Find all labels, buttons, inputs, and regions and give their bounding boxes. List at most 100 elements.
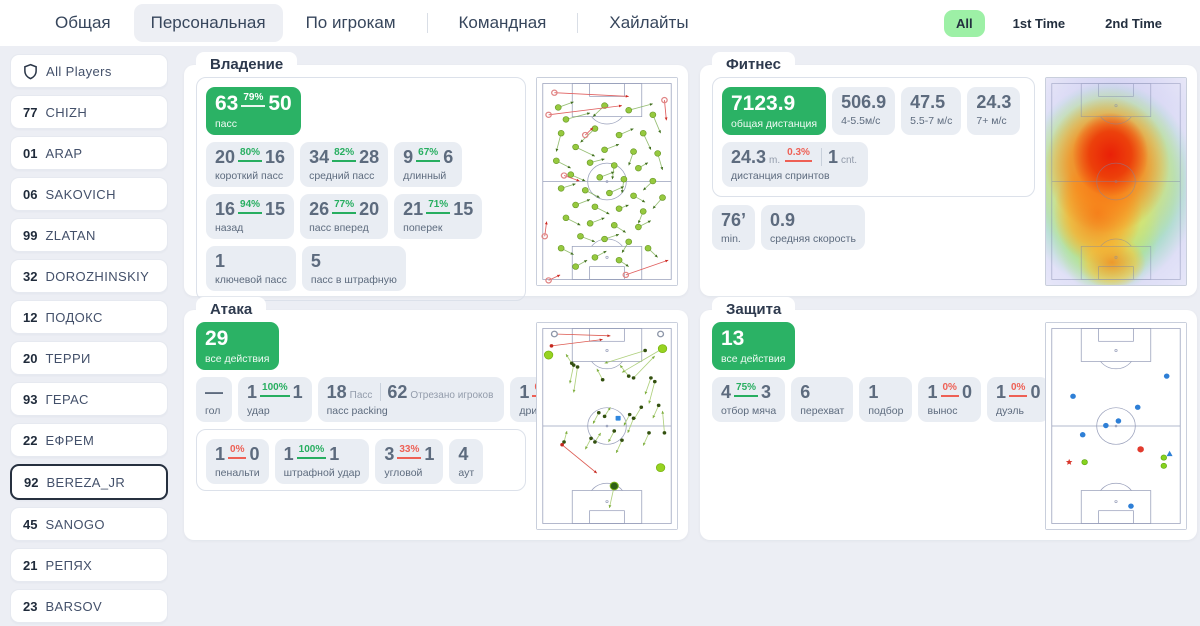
possession-pass-map xyxy=(536,77,678,286)
player-name: ТЕРРИ xyxy=(45,350,91,366)
sidebar-item-barsov[interactable]: 23 BARSOV xyxy=(10,589,168,623)
sidebar-item-all players[interactable]: All Players xyxy=(10,54,168,88)
defense-panel-title: Защита xyxy=(712,297,796,320)
sidebar-item-zlatan[interactable]: 99 ZLATAN xyxy=(10,218,168,252)
stat-card-primary: 13 все действия xyxy=(712,322,795,371)
time-filter-2nd-time[interactable]: 2nd Time xyxy=(1105,15,1162,31)
stat-chip: 6 перехват xyxy=(791,377,854,422)
defense-actions-map xyxy=(1045,322,1187,530)
tab-По игрокам[interactable]: По игрокам xyxy=(305,13,396,32)
sidebar-item-arap[interactable]: 01 ARAP xyxy=(10,136,168,170)
attack-panel-title: Атака xyxy=(196,297,267,320)
player-name: ПОДОКС xyxy=(45,309,103,325)
player-name: BEREZA_JR xyxy=(46,474,126,490)
defense-panel: Защита 13 все действия 4 75% 3 отбор мяча 6 пе… xyxy=(700,297,1197,540)
player-number: 20 xyxy=(23,350,38,366)
sidebar-item-sakovich[interactable]: 06 SAKOVICH xyxy=(10,177,168,211)
sidebar-item-герас[interactable]: 93 ГЕРАС xyxy=(10,382,168,416)
player-name: ZLATAN xyxy=(45,227,96,243)
tab-separator xyxy=(577,13,579,33)
stat-chip: 1 0% 0 пенальти xyxy=(206,438,269,484)
possession-stats-card: 63 79% 50 пасс 20 80% 16 короткий пасс 34 82% 28 с… xyxy=(196,77,526,301)
stat-chip: 34 82% 28 средний пасс xyxy=(300,142,389,187)
player-name: CHIZH xyxy=(45,104,88,120)
tab-Общая[interactable]: Общая xyxy=(55,13,111,32)
stat-chip: 4 аут xyxy=(449,438,484,484)
player-number: 22 xyxy=(23,432,38,448)
sidebar-item-sanogo[interactable]: 45 SANOGO xyxy=(10,507,168,541)
player-list-sidebar: All Players 77 CHIZH 01 ARAP 06 SAKOVICH 99 ZLAT… xyxy=(10,54,168,626)
player-number: 01 xyxy=(23,145,38,161)
stat-chip: 0.9 средняя скорость xyxy=(761,204,865,250)
attack-panel: Атака 29 все действия — гол 1 100% 1 удар 18 Пас… xyxy=(184,297,688,540)
stat-chip: 24.3 7+ м/с xyxy=(967,87,1021,136)
possession-panel: Владение 63 79% 50 пасс 20 80% 16 короткий пас… xyxy=(184,52,688,301)
fitness-panel: Фитнес 7123.9 общая дистанция 506.9 4-5.5м/… xyxy=(700,52,1197,296)
sidebar-item-bereza_jr[interactable]: 92 BEREZA_JR xyxy=(10,464,168,500)
fitness-panel-title: Фитнес xyxy=(712,52,795,75)
stat-chip: 24.3 m. 0.3% 1 cnt. дистанция спринтов xyxy=(722,142,869,187)
player-name: SAKOVICH xyxy=(45,186,116,202)
time-filter-1st-time[interactable]: 1st Time xyxy=(1012,15,1066,31)
stat-chip: 1 0% 0 дуэль xyxy=(986,377,1050,422)
top-navigation-bar: Общая Персональная По игрокам Командная Хайл… xyxy=(0,0,1200,46)
stat-chip: 5 пасс в штрафную xyxy=(301,245,406,291)
stat-chip: 1 100% 1 удар xyxy=(238,377,312,422)
sidebar-item-репях[interactable]: 21 РЕПЯХ xyxy=(10,548,168,582)
player-number: 32 xyxy=(23,268,38,284)
player-number: 93 xyxy=(23,391,38,407)
stat-chip: 4 75% 3 отбор мяча xyxy=(712,377,786,422)
tab-Персональная[interactable]: Персональная xyxy=(133,4,283,42)
player-name: DOROZHINSKIY xyxy=(45,268,150,284)
stat-chip: 26 77% 20 пасс вперед xyxy=(300,193,389,239)
time-filter-all[interactable]: All xyxy=(944,9,985,37)
nav-tabs: Общая Персональная По игрокам Командная Хайл… xyxy=(38,4,706,42)
stat-chip: 1 ключевой пасс xyxy=(206,245,296,291)
stat-chip: 9 67% 6 длинный xyxy=(394,142,463,187)
player-name: BARSOV xyxy=(45,598,103,614)
stat-chip: 1 0% 0 вынос xyxy=(918,377,981,422)
player-name: ГЕРАС xyxy=(45,391,89,407)
attack-actions-map xyxy=(536,322,678,530)
player-number: 06 xyxy=(23,186,38,202)
tab-Хайлайты[interactable]: Хайлайты xyxy=(609,13,689,32)
player-number: 21 xyxy=(23,557,38,573)
fitness-stats-card: 7123.9 общая дистанция 506.9 4-5.5м/с 47.5 5.… xyxy=(712,77,1035,197)
stat-chip: 3 33% 1 угловой xyxy=(375,438,444,484)
player-number: 45 xyxy=(23,516,38,532)
player-number: 77 xyxy=(23,104,38,120)
sidebar-item-chizh[interactable]: 77 CHIZH xyxy=(10,95,168,129)
player-name: ARAP xyxy=(45,145,83,161)
sidebar-item-терри[interactable]: 20 ТЕРРИ xyxy=(10,341,168,375)
player-name: SANOGO xyxy=(45,516,105,532)
stat-card-primary: 63 79% 50 пасс xyxy=(206,87,301,136)
stat-chip: 1 100% 1 штрафной удар xyxy=(274,438,370,484)
sidebar-item-подокс[interactable]: 12 ПОДОКС xyxy=(10,300,168,334)
stat-card-primary: 7123.9 общая дистанция xyxy=(722,87,827,136)
attack-setpieces-card: 1 0% 0 пенальти 1 100% 1 штрафной удар 3 33% 1 угло… xyxy=(196,428,526,491)
time-filter-group: All 1st Time 2nd Time xyxy=(944,0,1174,46)
stat-chip: 1 подбор xyxy=(859,377,913,422)
tab-Командная[interactable]: Командная xyxy=(458,13,547,32)
stat-card-primary: 29 все действия xyxy=(196,322,279,371)
player-name: ЕФРЕМ xyxy=(45,432,95,448)
sidebar-item-dorozhinskiy[interactable]: 32 DOROZHINSKIY xyxy=(10,259,168,293)
stat-chip: 20 80% 16 короткий пасс xyxy=(206,142,295,187)
stat-chip: 47.5 5.5-7 м/с xyxy=(901,87,962,136)
stat-chip: 21 71% 15 поперек xyxy=(394,193,483,239)
fitness-heatmap xyxy=(1045,77,1187,286)
player-number: 92 xyxy=(24,474,39,490)
player-number: 99 xyxy=(23,227,38,243)
player-number: 23 xyxy=(23,598,38,614)
tab-separator xyxy=(426,13,428,33)
sidebar-item-ефрем[interactable]: 22 ЕФРЕМ xyxy=(10,423,168,457)
stat-chip: 76’ min. xyxy=(712,204,756,250)
stat-chip: 16 94% 15 назад xyxy=(206,193,295,239)
stat-chip: 506.9 4-5.5м/с xyxy=(832,87,896,136)
stat-chip: — гол xyxy=(196,377,232,422)
player-name: All Players xyxy=(46,63,112,79)
stat-chip: 18 Пасс 62 Отрезано игроков пасс packing xyxy=(317,377,505,422)
shield-icon xyxy=(24,63,37,79)
player-name: РЕПЯХ xyxy=(45,557,93,573)
